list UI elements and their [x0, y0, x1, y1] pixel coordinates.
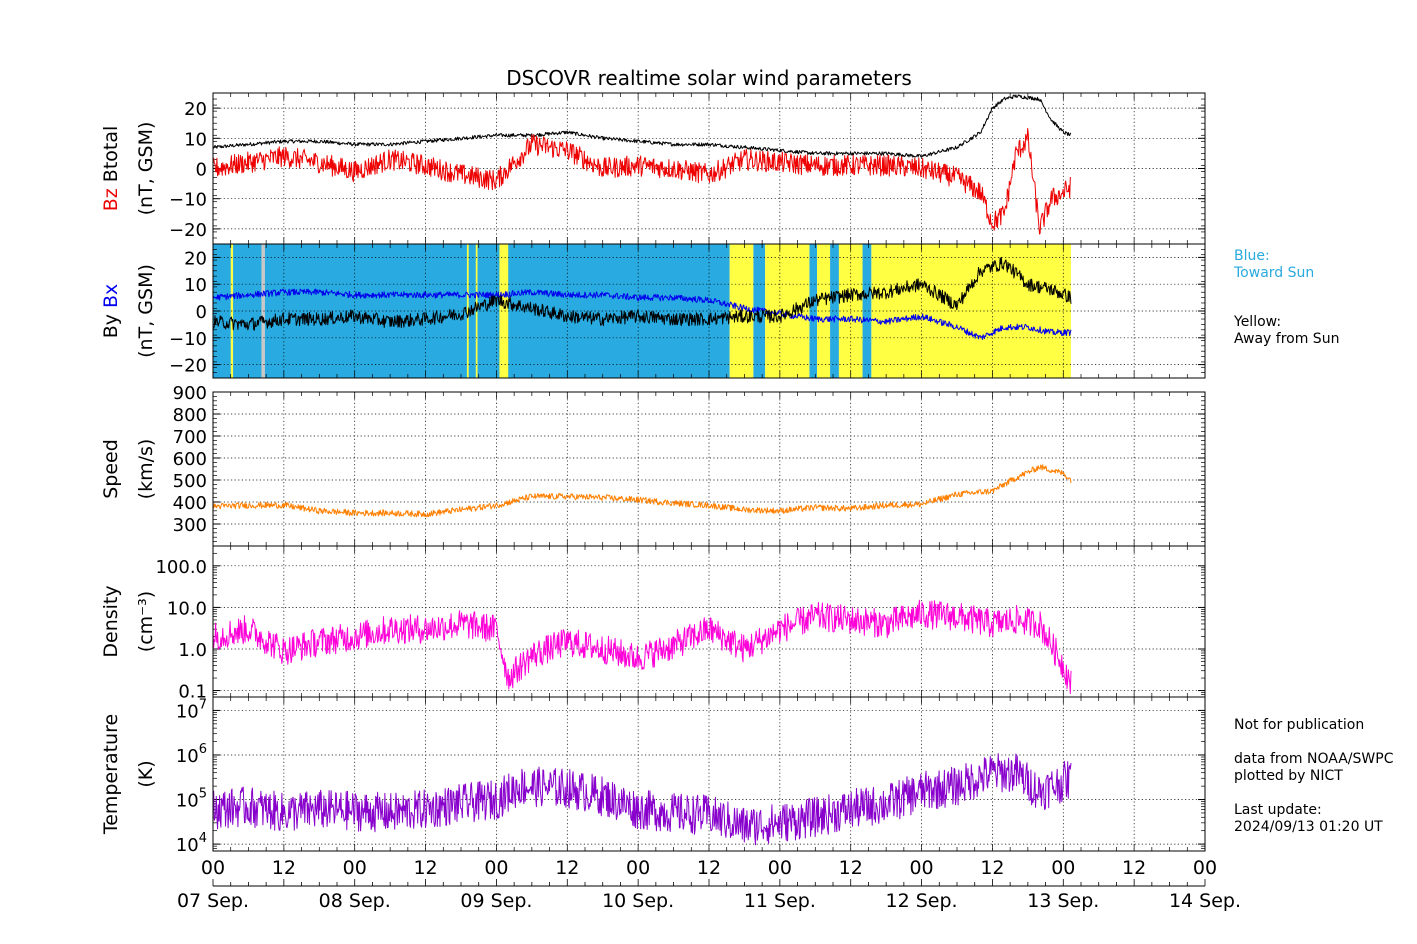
- sector-away: [499, 244, 509, 378]
- x-date-label: 14 Sep.: [1169, 890, 1241, 912]
- y-tick-label: 105: [176, 787, 207, 812]
- x-hour-label: 00: [1051, 857, 1075, 879]
- y-axis-unit: (nT, GSM): [135, 122, 157, 216]
- y-label-speed: Speed: [100, 439, 122, 499]
- y-axis-label: Density: [100, 585, 122, 657]
- panel-density: 100.0 10.0 1.0 0.1 Density (cm⁻³): [100, 545, 1206, 703]
- panel-temp: 107 106 105 104 Temperature (K): [100, 696, 1206, 856]
- y-tick-label: 1.0: [178, 640, 207, 661]
- series-bx: [213, 288, 1072, 340]
- x-hour-label: 12: [272, 857, 296, 879]
- y-tick-exponent: 4: [199, 831, 207, 846]
- y-tick-label: 600: [173, 449, 207, 470]
- x-hour-label: 12: [697, 857, 721, 879]
- sector-toward: [753, 244, 766, 378]
- y-tick-label: 106: [176, 742, 207, 767]
- x-hour-label: 00: [626, 857, 650, 879]
- x-date-label: 12 Sep.: [886, 890, 958, 912]
- y-label-bz: Bz: [100, 188, 122, 211]
- y-tick-label: 100.0: [155, 557, 207, 578]
- y-tick-label: 0.1: [178, 682, 207, 703]
- series-density: [213, 599, 1072, 694]
- series-temperature: [213, 753, 1072, 846]
- y-tick-exponent: 6: [199, 742, 207, 757]
- x-hour-label: 00: [201, 857, 225, 879]
- y-axis-unit: (cm⁻³): [135, 591, 157, 652]
- y-label-bx: Bx: [100, 284, 122, 314]
- x-hour-label: 00: [1193, 857, 1217, 879]
- x-hour-label: 12: [839, 857, 863, 879]
- y-axis-unit: (km/s): [135, 439, 157, 500]
- x-hour-label: 12: [555, 857, 579, 879]
- y-axis-label: Speed: [100, 439, 122, 499]
- series-speed: [213, 464, 1072, 518]
- x-date-label: 11 Sep.: [744, 890, 816, 912]
- x-hour-label: 00: [909, 857, 933, 879]
- sector-gap: [261, 244, 265, 378]
- sector-away: [817, 244, 831, 378]
- x-hour-label: 00: [484, 857, 508, 879]
- panel-frame: [212, 243, 1206, 379]
- y-tick-label: 300: [173, 515, 207, 536]
- y-tick-label: 104: [176, 831, 207, 856]
- x-hour-label: 12: [980, 857, 1004, 879]
- y-tick-label: 10: [184, 129, 207, 150]
- y-tick-exponent: 5: [199, 787, 207, 802]
- x-date-label: 09 Sep.: [460, 890, 532, 912]
- chart-title: DSCOVR realtime solar wind parameters: [506, 66, 912, 90]
- x-date-label: 10 Sep.: [602, 890, 674, 912]
- y-axis-label: By Bx: [100, 284, 122, 339]
- y-tick-label: 10: [184, 275, 207, 296]
- y-axis-unit: (K): [135, 760, 157, 787]
- panel-bxby: 20 10 0 −10 −20 By Bx (nT, GSM): [100, 243, 1206, 379]
- y-tick-label: 20: [184, 99, 207, 120]
- y-label-density: Density: [100, 585, 122, 657]
- x-hour-label: 12: [413, 857, 437, 879]
- y-axis-label: Temperature: [100, 714, 122, 835]
- panel-b: 20 10 0 −10 −20 Bz Btotal (nT, GSM): [100, 92, 1206, 245]
- x-date-label: 08 Sep.: [319, 890, 391, 912]
- y-tick-label: 107: [176, 697, 207, 722]
- y-tick-label: −20: [169, 356, 207, 377]
- x-date-label: 13 Sep.: [1027, 890, 1099, 912]
- y-label-by: By: [100, 314, 122, 338]
- y-tick-label: −10: [169, 190, 207, 211]
- y-tick-label: 900: [173, 383, 207, 404]
- x-date-label: 07 Sep.: [177, 890, 249, 912]
- x-hour-label: 00: [768, 857, 792, 879]
- y-axis-label: Bz Btotal: [100, 126, 122, 212]
- y-label-btotal: Btotal: [100, 126, 122, 189]
- y-label-temperature: Temperature: [100, 714, 122, 835]
- y-axis-unit: (nT, GSM): [135, 264, 157, 358]
- x-hour-label: 00: [343, 857, 367, 879]
- y-tick-label: −20: [169, 220, 207, 241]
- y-tick-label: 0: [196, 302, 207, 323]
- sector-toward: [862, 244, 872, 378]
- y-tick-exponent: 7: [199, 697, 207, 712]
- y-tick-label: 500: [173, 471, 207, 492]
- y-tick-label: 700: [173, 427, 207, 448]
- sector-away: [466, 244, 469, 378]
- credits-note: Not for publication data from NOAA/SWPC …: [1234, 717, 1394, 835]
- y-tick-label: −10: [169, 329, 207, 350]
- series-bz: [213, 127, 1072, 235]
- y-tick-label: 10.0: [167, 598, 207, 619]
- y-tick-label: 0: [196, 160, 207, 181]
- series-btotal: [213, 94, 1072, 158]
- series-by: [213, 257, 1072, 331]
- panel-frame: [212, 696, 1206, 852]
- sector-toward: [830, 244, 839, 378]
- y-tick-label: 400: [173, 493, 207, 514]
- y-tick-label: 800: [173, 405, 207, 426]
- y-tick-label: 20: [184, 248, 207, 269]
- away-sun-note: Yellow: Away from Sun: [1234, 314, 1340, 347]
- toward-sun-note: Blue: Toward Sun: [1234, 248, 1315, 281]
- x-hour-label: 12: [1122, 857, 1146, 879]
- sector-toward: [809, 244, 818, 378]
